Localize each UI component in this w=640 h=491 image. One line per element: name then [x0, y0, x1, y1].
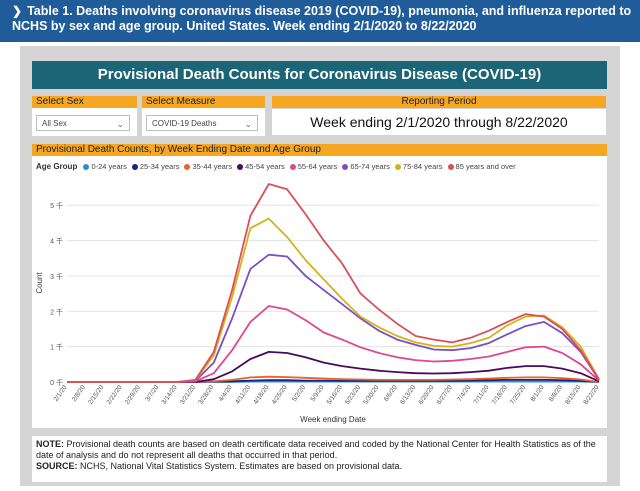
x-tick-label: 3/21/20 [179, 384, 197, 406]
x-axis-label: Week ending Date [300, 415, 366, 424]
x-tick-label: 7/11/20 [473, 384, 491, 406]
y-axis-label: Count [35, 272, 44, 294]
chart-title: Provisional Death Counts, by Week Ending… [32, 144, 607, 156]
legend-item[interactable]: 75-84 years [394, 162, 443, 171]
legend-item[interactable]: 0-24 years [83, 162, 127, 171]
source-text: NCHS, National Vital Statistics System. … [77, 461, 402, 471]
chevron-down-icon: ⌄ [116, 119, 124, 129]
y-tick-label: 1 千 [50, 343, 63, 352]
x-tick-label: 2/8/20 [71, 384, 87, 403]
legend-item[interactable]: 85 years and over [447, 162, 516, 171]
x-tick-label: 5/23/20 [344, 384, 362, 406]
y-tick-label: 5 千 [50, 201, 63, 210]
legend-item[interactable]: 35-44 years [184, 162, 232, 171]
select-measure-dropdown[interactable]: COVID-19 Deaths ⌄ [146, 115, 258, 131]
legend-dot-icon [394, 164, 401, 171]
reporting-period-label: Reporting Period [272, 96, 606, 108]
legend-item[interactable]: 25-34 years [131, 162, 180, 171]
x-tick-label: 2/29/20 [124, 384, 142, 406]
table-title-banner[interactable]: ❯ Table 1. Deaths involving coronavirus d… [0, 0, 640, 42]
x-tick-label: 6/6/20 [383, 384, 399, 403]
legend-dot-icon [289, 164, 296, 171]
legend-dot-icon [342, 164, 349, 171]
select-sex-label: Select Sex [32, 96, 137, 108]
legend-dot-icon [237, 164, 244, 171]
legend-dot-icon [447, 164, 454, 171]
legend-dot-icon [184, 164, 191, 171]
footnote: NOTE: Provisional death counts are based… [32, 436, 607, 482]
legend-title: Age Group [36, 162, 78, 171]
y-tick-label: 3 千 [50, 272, 63, 281]
source-label: SOURCE: [36, 461, 78, 471]
select-sex-dropdown[interactable]: All Sex ⌄ [36, 115, 130, 131]
x-tick-label: 2/15/20 [87, 384, 105, 406]
legend-dot-icon [83, 164, 90, 171]
x-tick-label: 5/30/20 [362, 384, 380, 406]
x-tick-label: 8/22/20 [582, 384, 600, 406]
y-tick-label: 0 千 [50, 378, 63, 387]
x-tick-label: 5/9/20 [309, 384, 325, 403]
legend-label: 35-44 years [192, 162, 233, 171]
x-tick-label: 7/25/20 [509, 384, 527, 406]
x-tick-label: 6/27/20 [436, 384, 454, 406]
select-measure-label: Select Measure [142, 96, 265, 108]
table-title-text: Table 1. Deaths involving coronavirus di… [12, 4, 632, 33]
legend-label: 45-54 years [245, 162, 285, 171]
x-tick-label: 3/7/20 [144, 384, 160, 403]
x-tick-label: 8/1/20 [530, 384, 546, 403]
note-label: NOTE: [36, 439, 64, 449]
legend-label: 25-34 years [139, 162, 180, 171]
x-tick-label: 3/14/20 [161, 384, 179, 406]
x-tick-label: 4/11/20 [234, 384, 252, 406]
x-tick-label: 6/20/20 [417, 384, 435, 406]
x-tick-label: 5/2/20 [291, 384, 307, 403]
chart-legend: Age Group 0-24 years 25-34 years 35-44 yea… [36, 162, 521, 174]
y-tick-label: 2 千 [50, 307, 63, 316]
series-line [67, 253, 600, 383]
legend-label: 55-64 years [297, 162, 338, 171]
x-tick-label: 4/18/20 [252, 384, 270, 406]
x-tick-label: 4/4/20 [218, 384, 234, 403]
x-tick-label: 5/16/20 [326, 384, 344, 406]
note-text: Provisional death counts are based on de… [36, 439, 596, 460]
select-measure-value: COVID-19 Deaths [152, 119, 217, 128]
legend-item[interactable]: 45-54 years [237, 162, 285, 171]
x-tick-label: 8/15/20 [564, 384, 582, 406]
legend-label: 85 years and over [455, 162, 516, 171]
select-sex-value: All Sex [42, 119, 67, 128]
x-tick-label: 2/22/20 [105, 384, 123, 406]
x-tick-label: 3/28/20 [197, 384, 215, 406]
legend-item[interactable]: 55-64 years [289, 162, 338, 171]
chevron-right-icon: ❯ [12, 4, 23, 18]
reporting-period-value: Week ending 2/1/2020 through 8/22/2020 [272, 109, 606, 135]
series-line [67, 183, 600, 383]
dashboard-title: Provisional Death Counts for Coronavirus… [32, 61, 607, 89]
legend-dot-icon [131, 164, 138, 171]
series-line [67, 217, 600, 383]
chevron-down-icon: ⌄ [244, 119, 252, 129]
x-tick-label: 4/25/20 [271, 384, 289, 406]
legend-item[interactable]: 65-74 years [342, 162, 390, 171]
legend-label: 0-24 years [91, 162, 127, 171]
legend-label: 65-74 years [350, 162, 390, 171]
y-tick-label: 4 千 [50, 237, 63, 246]
legend-label: 75-84 years [402, 162, 443, 171]
x-tick-label: 7/4/20 [456, 384, 472, 403]
x-tick-label: 8/8/20 [548, 384, 564, 403]
x-tick-label: 6/13/20 [399, 384, 417, 406]
x-tick-label: 7/18/20 [491, 384, 509, 406]
